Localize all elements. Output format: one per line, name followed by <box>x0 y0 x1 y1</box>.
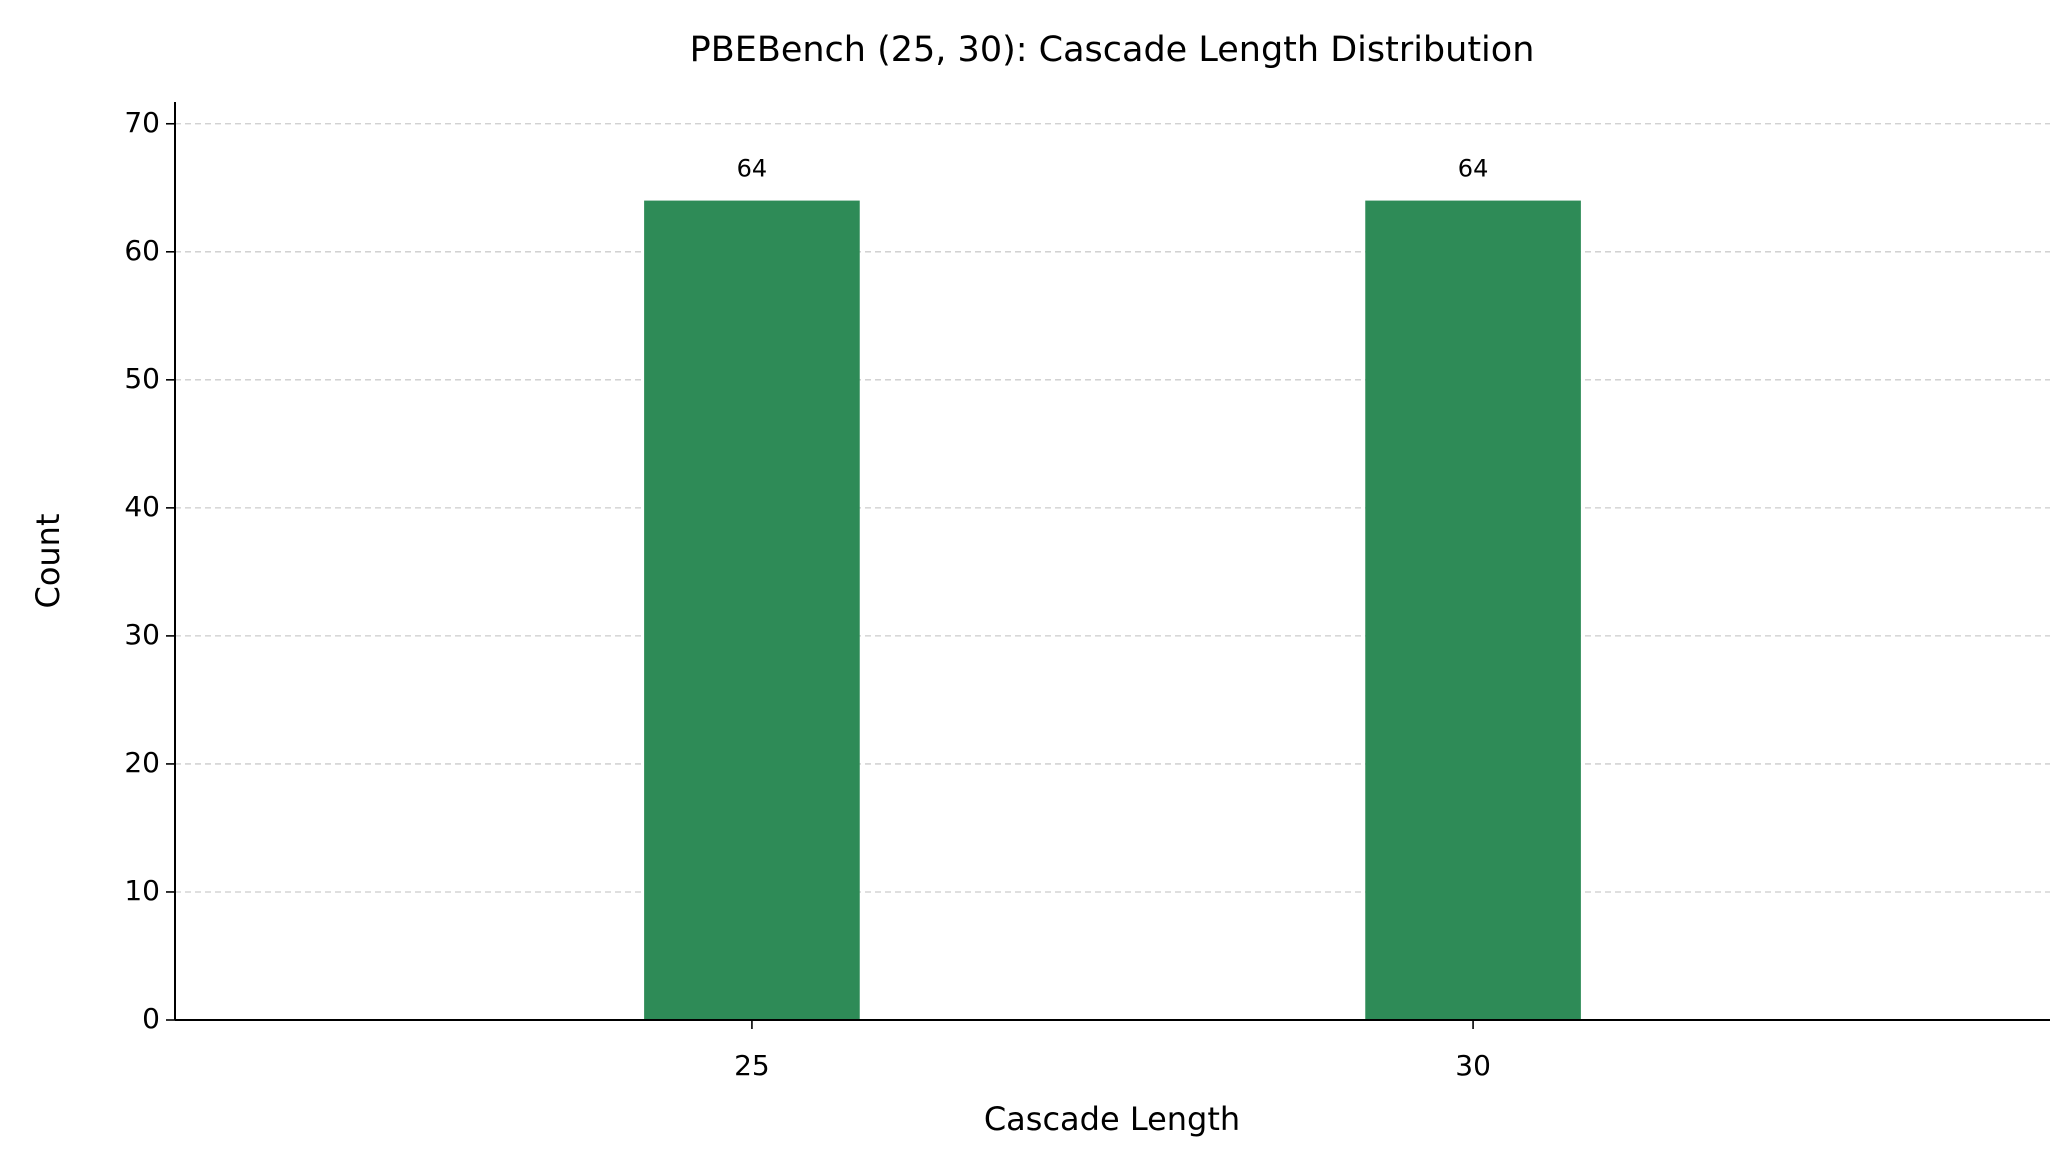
y-tick-label: 50 <box>124 362 160 395</box>
y-tick-label: 20 <box>124 746 160 779</box>
x-tick-label: 30 <box>1455 1049 1491 1082</box>
value-label: 64 <box>1458 155 1489 183</box>
x-tick-label: 25 <box>734 1049 770 1082</box>
y-tick-label: 40 <box>124 490 160 523</box>
chart-title: PBEBench (25, 30): Cascade Length Distri… <box>690 30 1535 70</box>
bar <box>1365 200 1581 1021</box>
y-tick-label: 30 <box>124 618 160 651</box>
y-tick-label: 10 <box>124 874 160 907</box>
bar <box>644 200 860 1021</box>
x-axis-label: Cascade Length <box>984 1100 1240 1138</box>
value-label: 64 <box>737 155 768 183</box>
y-tick-label: 0 <box>142 1002 160 1035</box>
y-tick-label: 70 <box>124 106 160 139</box>
y-axis-label: Count <box>29 513 67 608</box>
y-tick-label: 60 <box>124 234 160 267</box>
